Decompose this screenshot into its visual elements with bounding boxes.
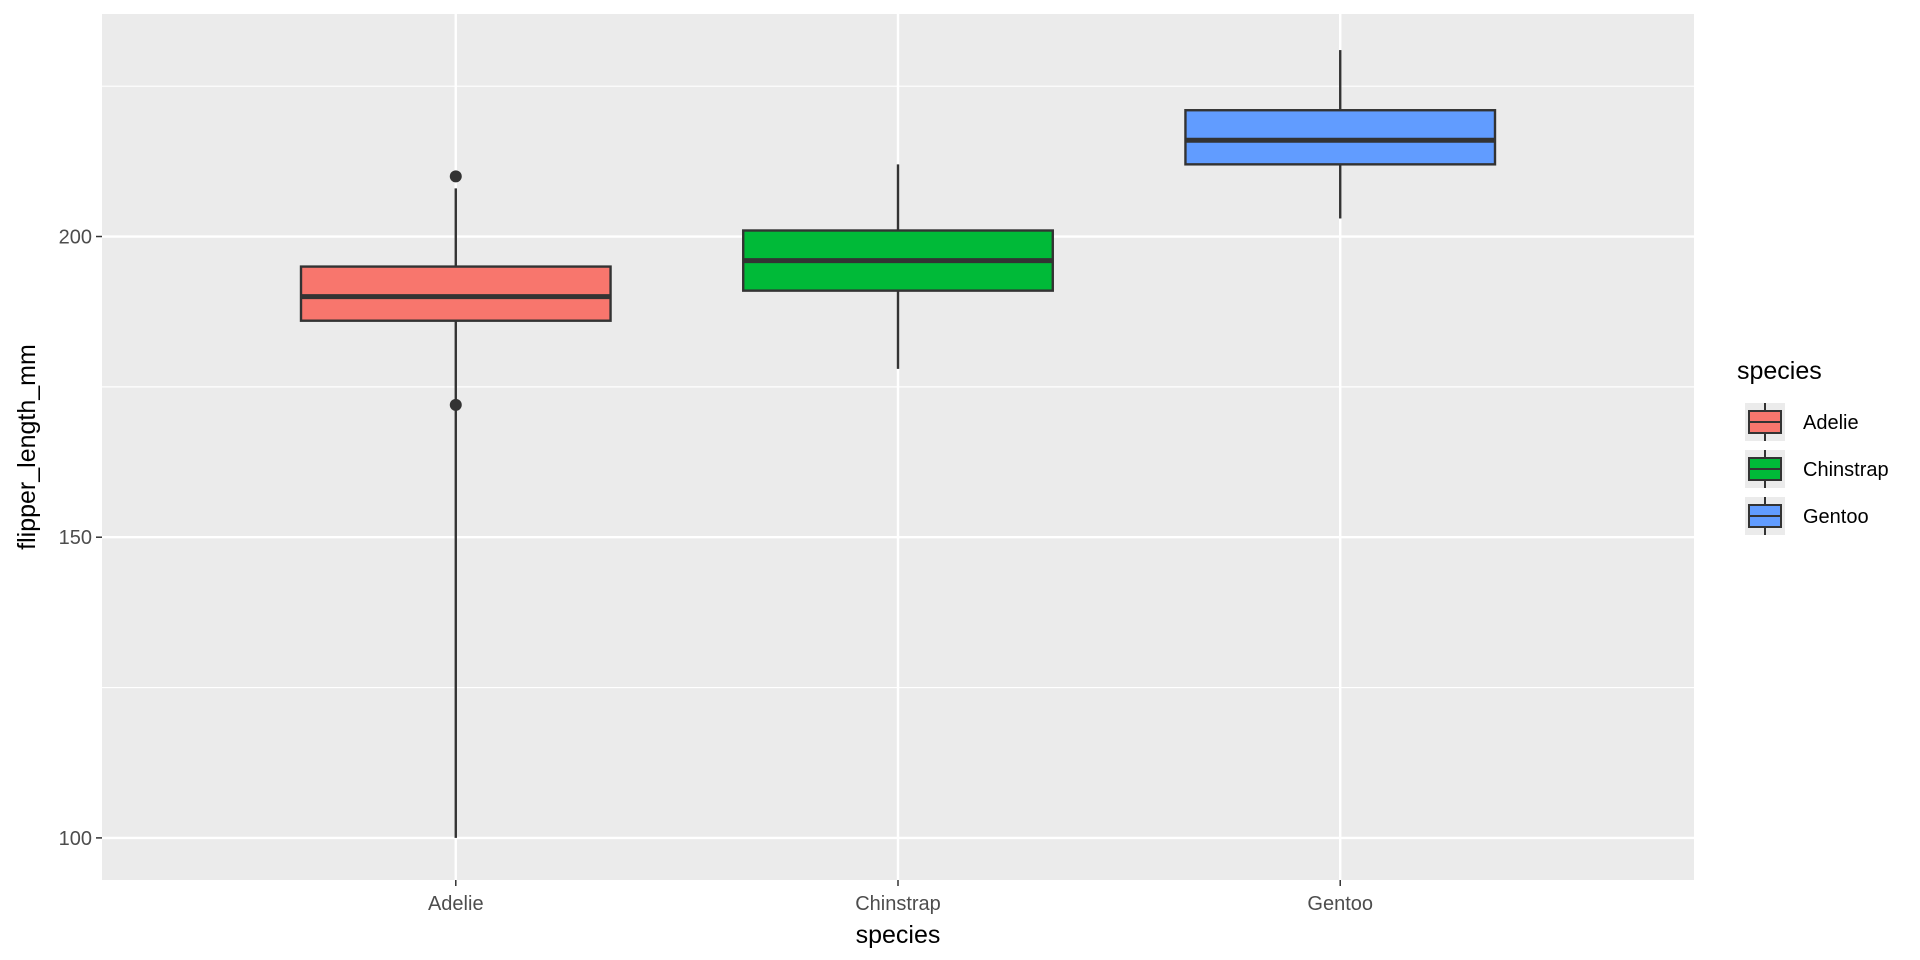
outlier-point — [449, 170, 462, 183]
legend-key-adelie — [1745, 403, 1785, 441]
legend-label: Gentoo — [1803, 506, 1869, 528]
y-axis-ticks: 100 150 200 — [59, 227, 102, 850]
legend-key-chinstrap — [1745, 450, 1785, 488]
box-adelie — [299, 170, 612, 838]
y-tick-label: 150 — [59, 527, 92, 549]
x-tick-label: Chinstrap — [855, 893, 941, 915]
x-tick-label: Adelie — [428, 893, 484, 915]
x-axis-ticks: Adelie Chinstrap Gentoo — [428, 880, 1373, 915]
outlier-point — [449, 398, 462, 411]
x-axis-title: species — [856, 921, 941, 949]
box-iqr — [1184, 109, 1497, 166]
legend-key-gentoo — [1745, 497, 1785, 535]
box-iqr — [299, 265, 612, 322]
y-axis-title: flipper_length_mm — [13, 344, 41, 550]
y-tick-label: 100 — [59, 828, 92, 850]
legend-title: species — [1737, 357, 1822, 385]
x-tick-label: Gentoo — [1307, 893, 1373, 915]
boxplot-marks — [299, 50, 1497, 838]
legend: species Adelie Chinstrap Gentoo — [1737, 357, 1889, 535]
legend-label: Adelie — [1803, 412, 1859, 434]
legend-label: Chinstrap — [1803, 459, 1889, 481]
box-gentoo — [1184, 50, 1497, 219]
box-chinstrap — [742, 164, 1054, 369]
y-tick-label: 200 — [59, 227, 92, 249]
